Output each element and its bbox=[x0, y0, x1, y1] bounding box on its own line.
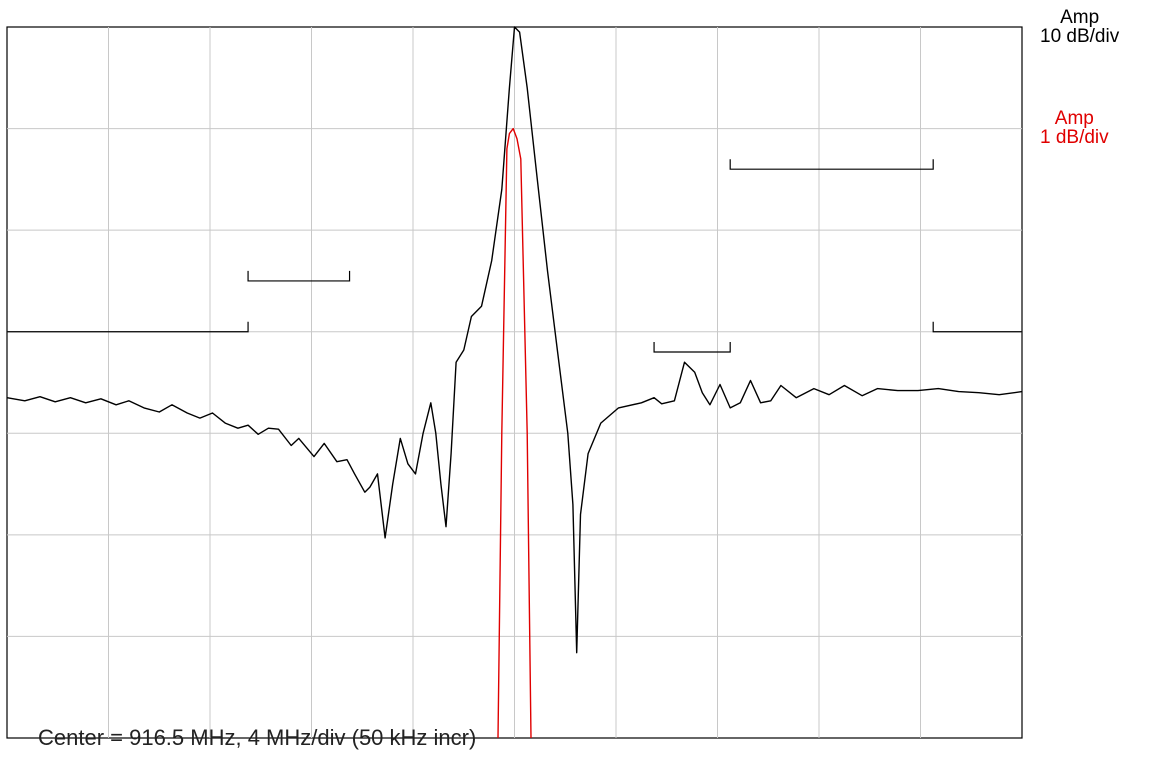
mask-bracket bbox=[247, 270, 351, 282]
legend-wide-trace: Amp 10 dB/div bbox=[1040, 8, 1119, 46]
mask-bracket bbox=[653, 342, 731, 353]
mask-bracket bbox=[729, 159, 934, 170]
legend-narrow-scale-label: 1 dB/div bbox=[1040, 127, 1109, 148]
legend-wide-axis-label: Amp bbox=[1060, 7, 1100, 28]
trace-narrow bbox=[497, 127, 532, 739]
mask-floor bbox=[7, 321, 249, 333]
legend-narrow-trace: Amp 1 dB/div bbox=[1040, 109, 1109, 147]
trace-layer bbox=[6, 26, 1023, 739]
trace-wide bbox=[6, 26, 1023, 654]
mask-floor bbox=[932, 321, 1022, 333]
spec-mask-lines bbox=[7, 159, 1022, 353]
legend-wide-scale-label: 10 dB/div bbox=[1040, 26, 1120, 47]
frequency-caption: Center = 916.5 MHz, 4 MHz/div (50 kHz in… bbox=[38, 725, 477, 750]
legend-narrow-axis-label: Amp bbox=[1054, 108, 1094, 129]
